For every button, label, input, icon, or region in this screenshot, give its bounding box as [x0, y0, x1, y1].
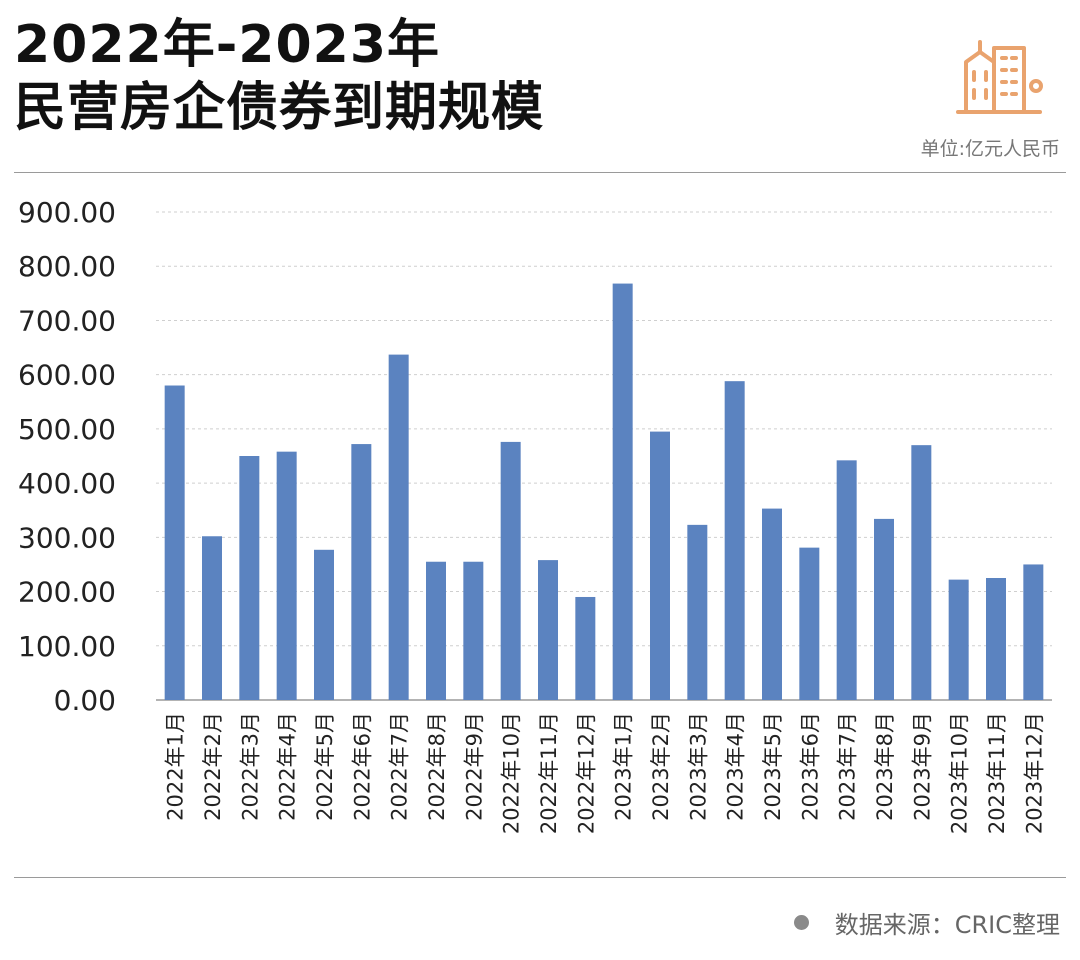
x-tick-label: 2022年12月 — [574, 712, 598, 834]
x-tick-label: 2023年7月 — [836, 712, 860, 821]
x-tick-label: 2022年7月 — [388, 712, 412, 821]
y-tick-label: 500.00 — [18, 413, 116, 446]
y-tick-label: 600.00 — [18, 359, 116, 392]
bar — [388, 354, 409, 700]
bar — [463, 561, 484, 700]
bar — [986, 578, 1006, 700]
x-tick-label: 2022年8月 — [425, 712, 449, 821]
x-tick-label: 2022年4月 — [276, 712, 300, 821]
x-tick-label: 2022年11月 — [537, 712, 561, 834]
x-tick-label: 2023年10月 — [948, 712, 972, 834]
x-tick-label: 2022年1月 — [164, 712, 188, 821]
bar — [1023, 564, 1044, 700]
x-tick-label: 2022年6月 — [350, 712, 374, 821]
buildings-icon — [952, 28, 1044, 120]
bar — [687, 524, 708, 700]
y-tick-label: 300.00 — [18, 521, 116, 554]
bar — [164, 385, 185, 700]
y-tick-label: 900.00 — [18, 196, 116, 229]
x-tick-label: 2023年2月 — [649, 712, 673, 821]
bar — [836, 460, 857, 700]
source-note: 数据来源：CRIC整理 — [793, 905, 1060, 940]
y-tick-label: 800.00 — [18, 250, 116, 283]
bottom-divider — [14, 877, 1066, 878]
bar — [650, 431, 670, 700]
bar — [314, 549, 334, 700]
bar — [500, 441, 521, 700]
bar-chart: 0.00 100.00 200.00 300.00 400.00 500.00 600.00… — [18, 196, 1052, 834]
bar — [426, 561, 446, 700]
x-tick-label: 2023年6月 — [798, 712, 822, 821]
top-divider — [14, 172, 1066, 173]
x-tick-label: 2022年10月 — [500, 712, 524, 834]
unit-label: 单位:亿元人民币 — [920, 138, 1060, 160]
y-tick-label: 200.00 — [18, 576, 116, 609]
bar — [612, 283, 633, 700]
bar — [911, 445, 932, 700]
x-tick-label: 2022年9月 — [462, 712, 486, 821]
y-tick-label: 700.00 — [18, 304, 116, 337]
bar — [202, 536, 222, 700]
x-tick-label: 2022年3月 — [238, 712, 262, 821]
x-tick-label: 2022年5月 — [313, 712, 337, 821]
bar — [276, 451, 297, 700]
y-tick-label: 0.00 — [54, 684, 116, 717]
x-tick-label: 2023年8月 — [873, 712, 897, 821]
bar — [239, 456, 260, 700]
x-tick-label: 2023年1月 — [612, 712, 636, 821]
x-tick-label: 2023年11月 — [985, 712, 1009, 834]
bar — [762, 508, 782, 700]
bullet-dot-icon — [793, 915, 809, 930]
bar — [799, 547, 820, 700]
x-tick-label: 2023年3月 — [686, 712, 710, 821]
title-line-2: 民营房企债券到期规模 — [14, 78, 545, 138]
y-tick-label: 100.00 — [18, 630, 116, 663]
x-tick-label: 2023年12月 — [1022, 712, 1046, 834]
title-line-1: 2022年-2023年 — [14, 15, 441, 75]
x-tick-label: 2023年9月 — [910, 712, 934, 821]
bar — [575, 596, 596, 700]
bar — [538, 560, 558, 700]
bar — [948, 579, 969, 700]
page-title: 2022年-2023年 民营房企债券到期规模 — [14, 14, 544, 140]
x-tick-label: 2022年2月 — [201, 712, 225, 821]
x-tick-label: 2023年4月 — [724, 712, 748, 821]
bar — [351, 444, 372, 700]
source-text: 数据来源：CRIC整理 — [834, 911, 1060, 939]
bar — [724, 381, 745, 700]
y-tick-label: 400.00 — [18, 467, 116, 500]
x-tick-label: 2023年5月 — [761, 712, 785, 821]
bar — [874, 518, 894, 700]
